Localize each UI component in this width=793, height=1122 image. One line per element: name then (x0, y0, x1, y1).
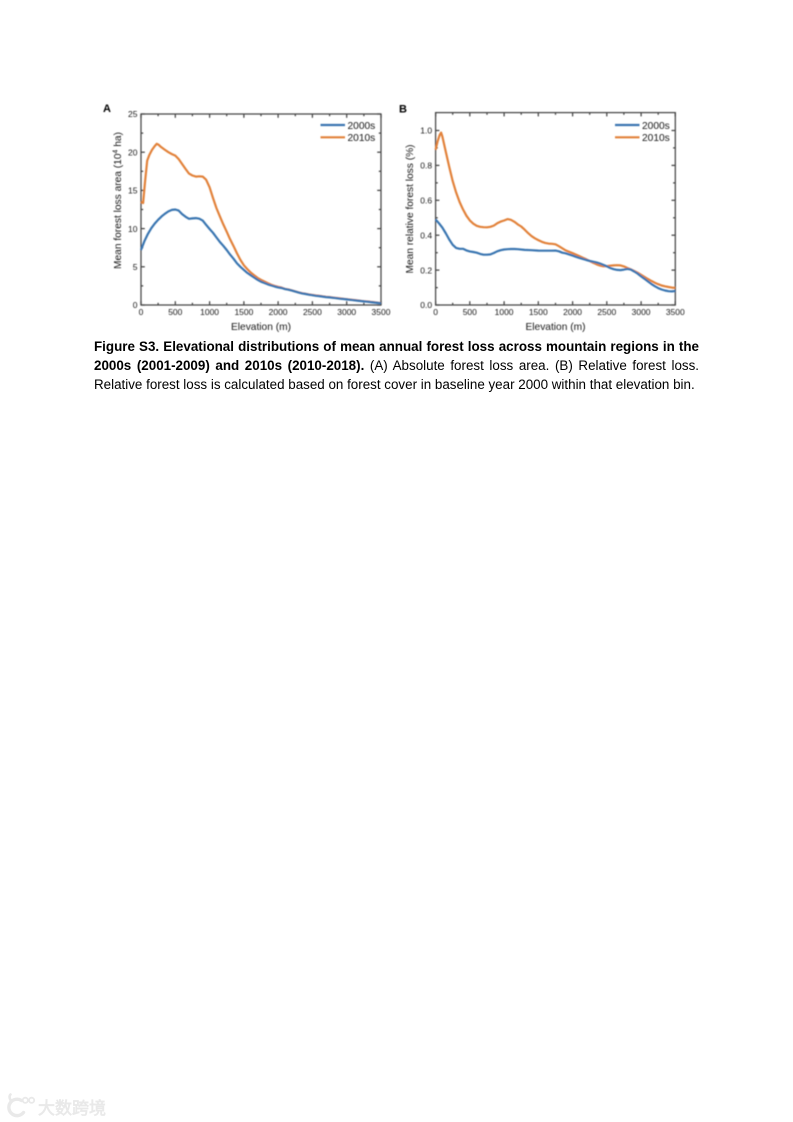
svg-text:0: 0 (133, 300, 138, 310)
svg-text:3000: 3000 (337, 307, 356, 317)
svg-text:2000s: 2000s (348, 121, 376, 132)
svg-text:25: 25 (128, 109, 138, 119)
svg-text:500: 500 (168, 307, 182, 317)
svg-text:1.0: 1.0 (420, 126, 432, 136)
svg-text:20: 20 (128, 147, 138, 157)
svg-text:2000: 2000 (563, 307, 582, 317)
svg-text:1000: 1000 (200, 307, 219, 317)
svg-text:10: 10 (128, 224, 138, 234)
svg-text:1500: 1500 (234, 307, 253, 317)
svg-text:Elevation (m): Elevation (m) (525, 322, 585, 333)
svg-text:A: A (103, 103, 111, 115)
svg-text:3000: 3000 (632, 307, 651, 317)
svg-text:3500: 3500 (666, 307, 685, 317)
svg-text:2010s: 2010s (642, 133, 670, 144)
svg-text:0: 0 (433, 307, 438, 317)
svg-text:Mean relative forest loss (%): Mean relative forest loss (%) (405, 144, 416, 273)
svg-text:1500: 1500 (529, 307, 548, 317)
svg-text:B: B (399, 104, 407, 116)
svg-text:2000: 2000 (269, 307, 288, 317)
svg-text:3500: 3500 (372, 307, 391, 317)
svg-text:500: 500 (463, 307, 477, 317)
svg-text:大数跨境: 大数跨境 (38, 1098, 106, 1118)
svg-text:5: 5 (133, 262, 138, 272)
svg-text:1000: 1000 (495, 307, 514, 317)
svg-text:0.4: 0.4 (420, 230, 432, 240)
svg-text:2500: 2500 (597, 307, 616, 317)
svg-text:0.0: 0.0 (420, 300, 432, 310)
svg-text:2500: 2500 (303, 307, 322, 317)
svg-text:0.6: 0.6 (420, 196, 432, 206)
svg-text:Mean forest loss area (104 ha): Mean forest loss area (104 ha) (113, 132, 125, 269)
svg-text:0: 0 (139, 307, 144, 317)
svg-text:0.8: 0.8 (420, 161, 432, 171)
svg-text:2010s: 2010s (348, 133, 376, 144)
svg-text:2000s: 2000s (642, 121, 670, 132)
svg-text:Elevation (m): Elevation (m) (231, 322, 291, 333)
svg-text:15: 15 (128, 186, 138, 196)
svg-text:0.2: 0.2 (420, 265, 432, 275)
